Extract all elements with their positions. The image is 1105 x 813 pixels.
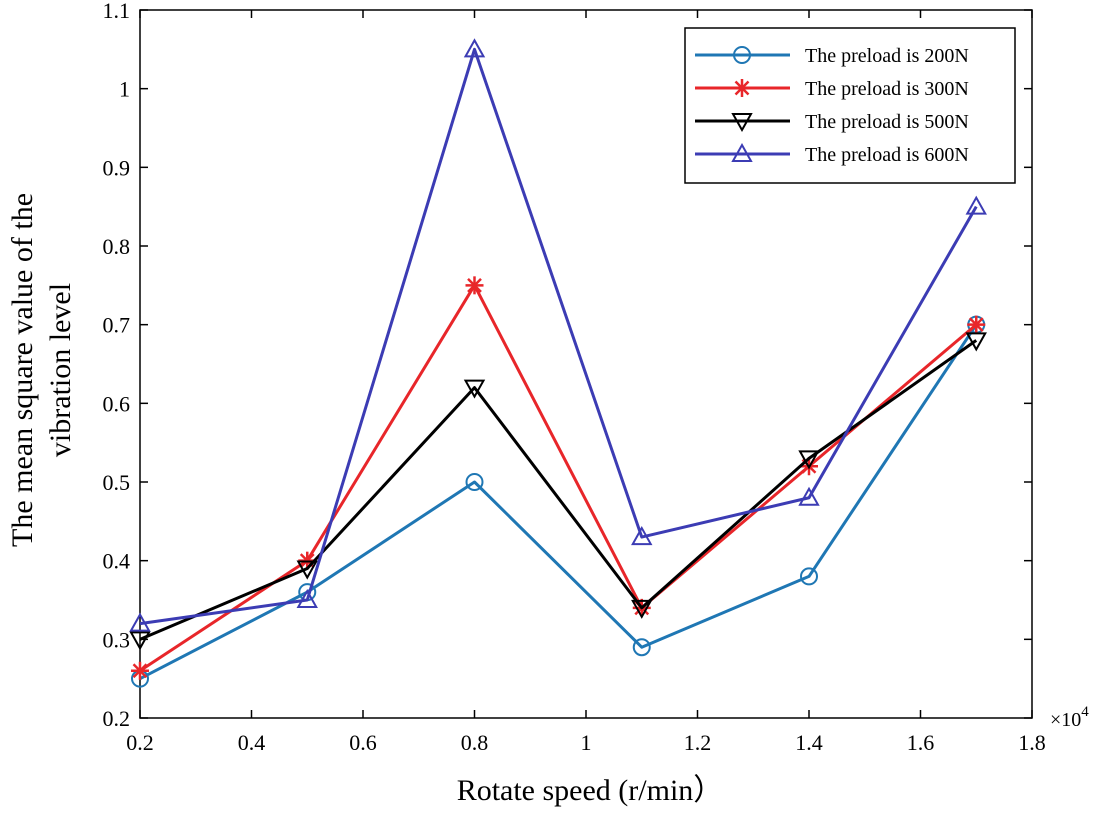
legend-label: The preload is 500N xyxy=(805,111,969,133)
data-point xyxy=(798,450,820,470)
data-point xyxy=(632,638,651,657)
data-point xyxy=(463,38,486,58)
x-tick-label: 0.2 xyxy=(126,730,154,755)
legend-label: The preload is 600N xyxy=(805,144,969,166)
data-point xyxy=(296,588,318,608)
y-axis-label-line1: The mean square value of the xyxy=(6,193,39,547)
data-point xyxy=(463,379,486,399)
series-line xyxy=(139,339,978,641)
x-tick-label: 1.2 xyxy=(684,730,712,755)
data-point xyxy=(965,195,987,215)
y-tick-label: 1 xyxy=(119,77,130,102)
y-tick-label: 0.3 xyxy=(103,627,131,652)
data-point xyxy=(131,661,149,680)
y-axis-label-line2: vibration level xyxy=(44,283,77,457)
legend-label: The preload is 200N xyxy=(805,45,969,67)
data-point xyxy=(129,631,151,651)
data-point xyxy=(800,567,818,586)
legend-marker xyxy=(733,79,751,97)
data-point xyxy=(465,276,484,295)
y-tick-label: 1.1 xyxy=(103,0,131,23)
data-point xyxy=(465,473,484,491)
legend-marker xyxy=(731,113,753,133)
series-3 xyxy=(129,332,987,651)
x-tick-label: 1.8 xyxy=(1018,730,1046,755)
x-tick-label: 1.6 xyxy=(907,730,935,755)
x-tick-label: 1 xyxy=(581,730,592,755)
x-axis-multiplier: ×104 xyxy=(1050,704,1089,731)
legend-marker xyxy=(731,142,753,162)
x-tick-label: 0.8 xyxy=(461,730,489,755)
legend-item: The preload is 500N xyxy=(695,111,969,133)
x-tick-label: 0.6 xyxy=(349,730,377,755)
y-tick-label: 0.4 xyxy=(103,549,131,574)
series-2 xyxy=(131,276,986,680)
y-tick-label: 0.9 xyxy=(103,155,131,180)
y-tick-label: 0.2 xyxy=(103,706,131,731)
data-point xyxy=(296,560,318,580)
legend-label: The preload is 300N xyxy=(805,78,969,100)
series-line xyxy=(139,47,978,626)
x-tick-label: 1.4 xyxy=(795,730,823,755)
x-axis-label: Rotate speed (r/min） xyxy=(457,774,724,807)
series-1 xyxy=(131,315,986,688)
x-tick-label: 0.4 xyxy=(238,730,266,755)
data-point xyxy=(798,486,820,506)
y-tick-label: 0.6 xyxy=(103,391,131,416)
data-point xyxy=(967,315,986,334)
y-tick-label: 0.5 xyxy=(103,470,131,495)
data-point xyxy=(129,612,151,632)
y-tick-label: 0.8 xyxy=(103,234,131,259)
legend-item: The preload is 600N xyxy=(695,142,969,166)
data-point xyxy=(965,332,987,352)
data-point xyxy=(631,599,653,619)
legend-item: The preload is 200N xyxy=(695,45,969,67)
series-line xyxy=(139,323,978,680)
data-point xyxy=(631,526,653,546)
legend-item: The preload is 300N xyxy=(695,78,969,100)
series-4 xyxy=(129,38,987,632)
y-tick-label: 0.7 xyxy=(103,313,131,338)
legend-marker xyxy=(733,46,751,64)
